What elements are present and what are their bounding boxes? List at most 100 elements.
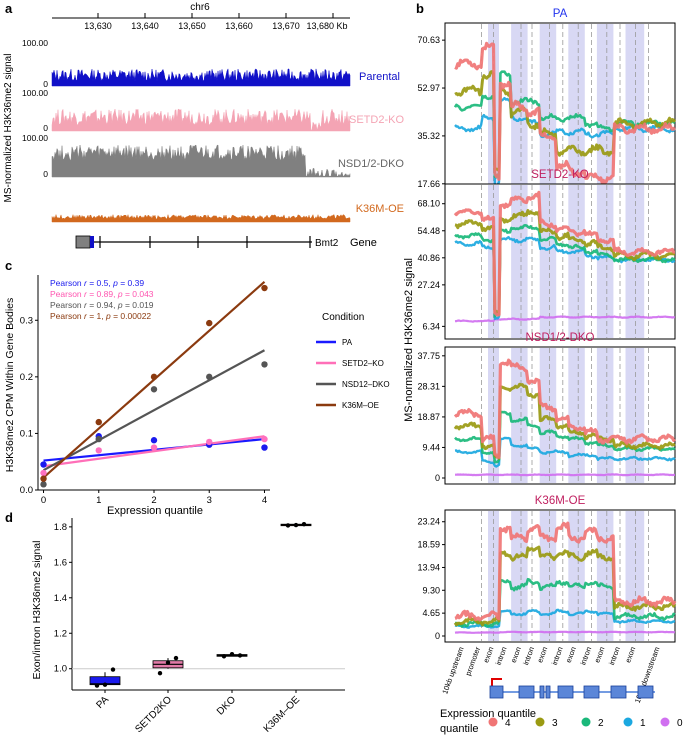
- pearson-r-symbol: r: [84, 289, 88, 299]
- metagene-title-0: PA: [553, 8, 568, 20]
- metagene-ytick-label-2: 35.32: [417, 131, 440, 141]
- metagene-ytick-label-2: 13.94: [417, 562, 440, 572]
- scatter-point-1-1: [95, 447, 102, 454]
- metagene-ytick-label-1: 52.97: [417, 83, 440, 93]
- track-ylabel: MS-normalized H3K36me2 signal: [3, 54, 14, 203]
- legend-label-3: 3: [552, 718, 558, 729]
- condition-legend: PA SETD2–KO NSD12–DKO K36M–OE: [316, 338, 390, 410]
- pearson-annotation-0: Pearson r = 0.5, p = 0.39: [50, 278, 144, 288]
- scatter-ytick-label-0: 0.0: [20, 485, 33, 496]
- exon-band-4: [596, 24, 614, 215]
- track-nsd-ymin: 0: [43, 169, 48, 179]
- coord-tick-label-5: 13,670: [272, 21, 300, 31]
- condition-legend-title: Condition: [322, 312, 364, 323]
- pearson-r-value: = 1,: [87, 311, 106, 321]
- scatter-point-3-4: [261, 284, 268, 292]
- exon-band-5: [625, 24, 645, 215]
- pearson-r-value: = 0.5,: [87, 278, 113, 288]
- region-label-6: exon: [535, 646, 549, 664]
- scatter-ylabel: H3K36me2 CPM Within Gene Bodies: [4, 298, 16, 473]
- quantile-0-line-3: [454, 630, 676, 634]
- metagene-ytick-label-0: 68.10: [417, 199, 440, 209]
- pearson-p-value: = 0.019: [123, 300, 154, 310]
- scatter-xtick-label-4: 4: [262, 495, 267, 506]
- quantile-0-line-2: [455, 473, 675, 477]
- coord-tick-label-1: 13,630: [84, 21, 112, 31]
- scatter-ytick-label-1: 0.1: [20, 428, 33, 439]
- condition-legend-label-2: NSD12–DKO: [342, 380, 390, 389]
- box-point-2-0: [221, 654, 227, 659]
- pearson-p-value: = 0.00022: [111, 311, 152, 321]
- chromosome-label: chr6: [190, 2, 210, 13]
- region-label-8: exon: [564, 646, 578, 664]
- pearson-p-symbol: p: [105, 311, 111, 321]
- scatter-point-3-3: [206, 319, 213, 327]
- track-nsd-label: NSD1/2-DKO: [338, 158, 404, 170]
- pearson-prefix: Pearson: [50, 278, 84, 288]
- gene-structure-diagram: [489, 678, 655, 699]
- legend-dot-0: [660, 717, 670, 727]
- exon-band-2: [539, 185, 557, 338]
- box-point-3-0: [285, 523, 291, 528]
- condition-legend-label-1: SETD2–KO: [342, 359, 384, 368]
- condition-legend-label-0: PA: [342, 338, 353, 347]
- pearson-p-symbol: p: [117, 289, 123, 299]
- pearson-r-symbol: r: [84, 311, 88, 321]
- metagene-subpanel-3: K36M-OE 23.24 18.59 13.94 9.30 4.65 0: [417, 495, 677, 643]
- boxplot-ytick-label-1: 1.2: [54, 628, 67, 639]
- exon-band-2: [539, 24, 557, 215]
- metagene-ytick-label-1: 18.59: [417, 540, 440, 550]
- track-k36m-signal: [51, 213, 351, 223]
- scatter-axes: 0.0 0.1 0.2 0.3 0 1 2 3 4: [20, 315, 267, 506]
- metagene-ytick-label-3: 17.66: [417, 179, 440, 189]
- region-label-9: intron: [578, 646, 593, 667]
- region-label-11: intron: [607, 646, 622, 667]
- pearson-annotation-1: Pearson r = 0.89, p = 0.043: [50, 289, 154, 299]
- scatter-xtick-label-3: 3: [207, 495, 212, 506]
- metagene-ytick-label-5: 0: [435, 631, 440, 641]
- quantile-legend-title-line1: Expression quantile: [440, 708, 536, 720]
- boxplot-ytick-label-2: 1.4: [54, 593, 67, 604]
- gene-name-label: Bmt2: [315, 238, 339, 249]
- coord-tick-label-4: 13,660: [225, 21, 253, 31]
- scatter-xtick-label-2: 2: [151, 495, 156, 506]
- metagene-ytick-label-4: 6.34: [422, 321, 440, 331]
- exon-band-1: [511, 348, 528, 483]
- metagene-ytick-label-3: 9.44: [422, 442, 440, 452]
- track-setd2-ymax: 100.00: [22, 88, 48, 98]
- quantile-2-line-1: [454, 224, 676, 318]
- region-label-2: exon: [481, 646, 495, 664]
- metagene-subpanel-2: NSD1/2-DKO 37.75 28.31 18.87 9.44 0: [417, 332, 676, 485]
- exon-band-4: [596, 185, 614, 338]
- scatter-point-0-4: [261, 444, 268, 451]
- box-point-0-1: [102, 682, 108, 687]
- exon-band-3: [568, 24, 585, 215]
- track-parental-label: Parental: [359, 71, 400, 83]
- scatter-xtick-label-0: 0: [41, 495, 46, 506]
- gene-model-exons: [99, 236, 311, 248]
- region-label-1: promoter: [463, 645, 482, 677]
- region-label-7: intron: [550, 646, 565, 667]
- gene-track-label: Gene: [350, 237, 377, 249]
- quantile-3-line-1: [454, 209, 676, 316]
- metagene-subpanel-1: SETD2-KO 68.10 54.48 40.86 27.24 6.34: [417, 169, 676, 340]
- coord-tick-label-6: 13,680 Kb: [306, 21, 347, 31]
- metagene-subpanel-0: PA 70.63 52.97 35.32 17.66: [417, 8, 677, 217]
- scatter-point-1-2: [150, 444, 158, 451]
- pearson-p-value: = 0.043: [123, 289, 154, 299]
- track-setd2-label: SETD2-KO: [349, 114, 404, 126]
- metagene-title-1: SETD2-KO: [531, 169, 589, 181]
- metagene-ytick-label-3: 27.24: [417, 280, 440, 290]
- quantile-0-line-1: [454, 315, 676, 323]
- legend-dot-2: [581, 717, 591, 727]
- region-label-0: 10kb upstream: [440, 646, 465, 696]
- quantile-1-line-2: [454, 436, 676, 468]
- genome-track-panel: chr6 13,630 13,640 13,650 13,660 13,670 …: [3, 2, 404, 249]
- boxplot-ylabel: Exon/intron H3K36me2 signal: [31, 541, 43, 680]
- scatter-points: [40, 284, 268, 488]
- scatter-point-3-0: [40, 475, 47, 482]
- box-point-2-2: [237, 653, 243, 658]
- box-point-1-0: [157, 670, 163, 676]
